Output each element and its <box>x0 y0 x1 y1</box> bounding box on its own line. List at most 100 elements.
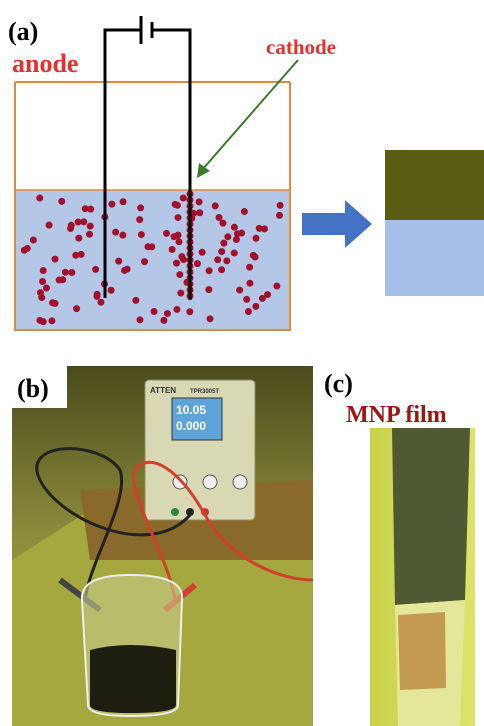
particle <box>236 287 243 294</box>
cathode-label: cathode <box>266 35 336 59</box>
particle <box>214 256 221 263</box>
particle <box>30 237 37 244</box>
particle <box>246 264 253 271</box>
particle <box>78 251 85 258</box>
substrate-swatch <box>385 220 484 296</box>
particle <box>245 308 252 315</box>
particle <box>58 198 65 205</box>
pointer-arrow <box>202 60 298 170</box>
particle <box>112 229 119 236</box>
particle <box>68 222 75 229</box>
particle <box>194 260 201 267</box>
particle <box>121 267 128 274</box>
particle <box>172 201 179 208</box>
particle <box>92 266 99 273</box>
panel-label: (b) <box>17 374 49 403</box>
particle <box>108 287 115 294</box>
particle <box>138 231 145 238</box>
particle <box>75 235 82 242</box>
particle <box>252 303 259 310</box>
particle <box>87 223 94 230</box>
particle <box>246 280 253 287</box>
particle <box>223 257 230 264</box>
model: TPR3005T <box>190 389 219 395</box>
particle <box>277 202 284 209</box>
panel-c: (c) MNP film <box>324 369 475 726</box>
particle <box>218 248 225 255</box>
particle <box>220 240 227 247</box>
particle <box>148 243 155 250</box>
particle <box>206 267 213 274</box>
particle <box>253 235 260 242</box>
particle <box>212 202 219 209</box>
particle <box>231 224 238 231</box>
particle <box>218 266 225 273</box>
particle <box>163 230 170 237</box>
particle <box>43 285 50 292</box>
particle <box>24 245 31 252</box>
particle <box>176 238 183 245</box>
terminal <box>171 508 179 516</box>
particle <box>264 291 271 298</box>
panel-a: (a) anode cathode <box>8 16 484 330</box>
particle <box>49 299 56 306</box>
particle <box>243 296 250 303</box>
particle <box>196 209 203 216</box>
particle <box>40 267 47 274</box>
panel-b: ATTEN TPR3005T 10.05 0.000 (b) <box>12 366 313 726</box>
particle <box>93 293 100 300</box>
particle <box>132 297 139 304</box>
particle <box>48 317 55 324</box>
film-strip <box>392 428 470 605</box>
panel-label: (a) <box>8 17 38 46</box>
particle <box>171 233 178 240</box>
particle <box>177 290 184 297</box>
particle <box>80 218 87 225</box>
film-caption: MNP film <box>346 402 447 428</box>
particle <box>180 195 187 202</box>
particle <box>169 246 176 253</box>
pointer-arrowhead <box>197 163 210 178</box>
particle <box>73 305 80 312</box>
anode-label: anode <box>12 49 78 78</box>
particle <box>120 198 127 205</box>
particle <box>141 258 148 265</box>
particle <box>160 317 167 324</box>
particle <box>56 277 63 284</box>
particle <box>252 253 259 260</box>
film-swatch <box>385 150 484 220</box>
particle <box>164 310 171 317</box>
particle <box>151 308 158 315</box>
particle <box>36 195 43 202</box>
particle <box>178 253 185 260</box>
brand: ATTEN <box>150 386 176 395</box>
particle <box>137 204 144 211</box>
particle <box>199 249 206 256</box>
figure: (a) anode cathode ATTEN TPR3005T 10.05 0… <box>0 0 484 726</box>
particle <box>136 216 143 223</box>
particle <box>256 225 263 232</box>
particle <box>276 212 283 219</box>
particle <box>68 269 75 276</box>
particle <box>119 232 126 239</box>
voltage-reading: 10.05 <box>176 403 206 417</box>
particle <box>186 308 193 315</box>
particle <box>224 233 231 240</box>
particle <box>175 214 182 221</box>
particle <box>231 250 238 257</box>
particle <box>207 315 214 322</box>
particle <box>173 306 180 313</box>
particle <box>37 289 44 296</box>
particle <box>273 283 280 290</box>
particle <box>39 278 46 285</box>
knob <box>233 475 247 489</box>
particle <box>241 208 248 215</box>
particle <box>115 258 122 265</box>
particle <box>205 286 212 293</box>
particle <box>233 236 240 243</box>
particle <box>97 299 104 306</box>
current-reading: 0.000 <box>176 419 206 433</box>
process-arrow <box>302 200 372 248</box>
particle <box>176 271 183 278</box>
particle <box>108 201 115 208</box>
